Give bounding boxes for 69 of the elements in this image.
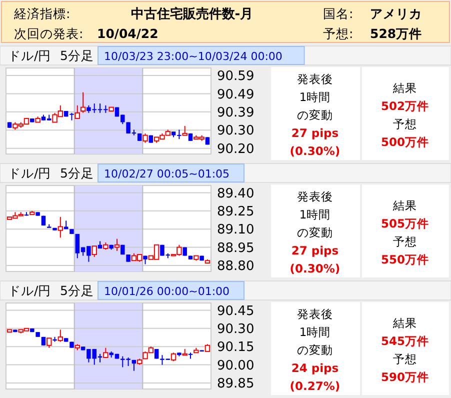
y-tick-label: 89.10 [217,222,254,238]
y-tick-label: 90.00 [217,358,254,374]
y-tick-label: 90.39 [217,105,254,120]
candlestick [114,238,120,252]
text: 発表後 [297,72,333,86]
text: の変動 [297,226,333,240]
text: 590万件 [380,370,430,384]
y-tick-label: 88.80 [217,258,254,274]
text: の変動 [297,343,333,357]
candlestick [103,347,108,358]
text: 予想 [393,117,417,131]
text: の変動 [297,108,333,122]
y-tick-label: 88.95 [217,240,254,256]
text: (0.27%) [290,379,340,393]
text: 1時間 [299,208,331,222]
text: 550万件 [380,252,430,266]
text: 発表後 [297,307,333,321]
text: 予想 [393,234,417,248]
y-tick-label: 90.59 [217,69,254,84]
candlestick [182,125,188,136]
text: 27 pips [291,244,339,258]
text: 10/01/26 00:00~01:00 [104,285,230,298]
text: 結果 [392,81,417,95]
chart-subtitle: 5分足 [60,166,94,180]
text: 10/02/27 00:05~01:05 [104,168,230,180]
text: 経済指標: [13,6,70,21]
candlestick [80,92,86,114]
text: 予想: [323,26,354,41]
text: 中古住宅販売件数-月 [130,6,254,22]
text: 27 pips [291,126,339,140]
text: 結果 [392,316,417,330]
text: 528万件 [370,26,422,41]
y-tick-label: 90.49 [217,87,254,102]
candlestick [142,132,148,144]
text: 500万件 [380,135,430,149]
candlestick [74,104,80,119]
text: 1時間 [299,90,331,104]
chart-title: ドル/円 [8,283,52,298]
text: (0.30%) [290,262,340,276]
chart-title: ドル/円 [8,48,52,63]
chart-title: ドル/円 [8,166,52,180]
text: 502万件 [380,99,430,113]
candlestick [46,338,52,348]
y-tick-label: 90.45 [217,304,254,319]
text: 10/04/22 [97,26,158,41]
text: 545万件 [380,334,430,348]
text: 505万件 [380,216,430,230]
candlestick [58,216,64,238]
text: (0.30%) [290,144,340,158]
y-tick-label: 90.30 [217,124,254,139]
y-tick-label: 90.30 [217,322,254,337]
text: 結果 [392,198,417,212]
y-tick-label: 89.40 [217,186,254,202]
candlestick [92,246,97,258]
text: 10/03/23 23:00~10/03/24 00:00 [104,50,282,63]
text: 次回の発表: [14,26,84,41]
text: 1時間 [299,325,331,339]
candlestick [58,329,64,342]
text: アメリカ [370,6,422,21]
text: 国名: [323,6,354,21]
text: 予想 [393,352,417,366]
y-tick-label: 89.25 [217,204,254,220]
chart-subtitle: 5分足 [60,283,94,298]
y-tick-label: 90.15 [217,340,254,356]
y-tick-label: 89.85 [217,376,254,392]
y-tick-label: 90.20 [217,142,254,157]
chart-subtitle: 5分足 [60,48,94,63]
text: 24 pips [291,361,339,375]
text: 発表後 [297,190,333,204]
